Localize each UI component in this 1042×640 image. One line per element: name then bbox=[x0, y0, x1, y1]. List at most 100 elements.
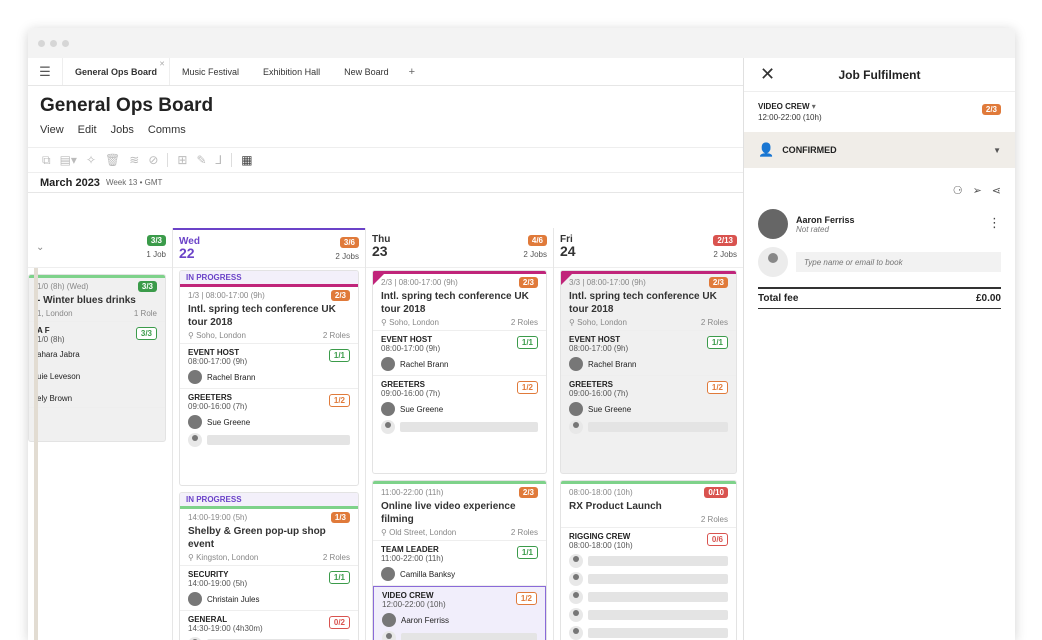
role-row-selected[interactable]: VIDEO CREW 12:00-22:00 (10h) 1/2 Aaron F… bbox=[373, 586, 546, 640]
empty-slot-bar[interactable] bbox=[588, 556, 728, 566]
share-icon[interactable]: ⋖ bbox=[991, 185, 1001, 197]
job-meta: 08:00-18:00 (10h) bbox=[569, 488, 633, 497]
book-person-input[interactable] bbox=[796, 252, 1001, 272]
window-dot[interactable] bbox=[50, 39, 57, 47]
role-row[interactable]: GREETERS 09:00-16:00 (7h) 1/2 Sue Greene bbox=[180, 389, 358, 451]
person-name[interactable]: Sue Greene bbox=[207, 417, 251, 427]
add-box-icon[interactable]: ⊞ bbox=[177, 153, 188, 167]
job-card[interactable]: 08:00-18:00 (10h) 0/10 RX Product Launch … bbox=[560, 480, 737, 640]
empty-slot-avatar[interactable] bbox=[569, 572, 583, 586]
caret-down-icon[interactable]: ▾ bbox=[811, 102, 816, 111]
empty-slot-bar[interactable] bbox=[588, 610, 728, 620]
job-card[interactable]: 11:00-22:00 (11h) 2/3 Online live video e… bbox=[372, 480, 547, 640]
job-card[interactable]: 2/3 | 08:00-17:00 (9h) 2/3 Intl. spring t… bbox=[372, 270, 547, 474]
tab-exhibition-hall[interactable]: Exhibition Hall bbox=[251, 58, 332, 85]
close-icon[interactable]: ✕ bbox=[159, 61, 166, 68]
role-row[interactable]: SECURITY 14:00-19:00 (5h) 1/1 Christain … bbox=[180, 566, 358, 611]
job-card[interactable]: 1/0 (8h) (Wed) 3/3 - Winter blues drinks … bbox=[28, 274, 166, 442]
menu-edit[interactable]: Edit bbox=[77, 124, 97, 136]
clear-icon[interactable]: ⊘ bbox=[148, 153, 159, 167]
add-tab-button[interactable]: + bbox=[408, 65, 416, 78]
empty-slot-avatar[interactable] bbox=[569, 590, 583, 604]
empty-slot-avatar[interactable] bbox=[188, 433, 202, 447]
role-fill-badge: 1/2 bbox=[515, 592, 537, 605]
empty-slot-bar[interactable] bbox=[400, 422, 538, 432]
avatar[interactable] bbox=[569, 402, 583, 416]
window-dot[interactable] bbox=[38, 39, 45, 47]
empty-slot-bar[interactable] bbox=[588, 574, 728, 584]
paste-icon[interactable]: ▤▾ bbox=[59, 153, 77, 167]
month-label[interactable]: March 2023 bbox=[40, 176, 100, 189]
role-row[interactable]: EVENT HOST 08:00-17:00 (9h) 1/1 Rachel B… bbox=[180, 344, 358, 389]
avatar[interactable] bbox=[758, 209, 788, 239]
tab-new-board[interactable]: New Board bbox=[332, 58, 401, 85]
role-row[interactable]: RIGGING CREW 08:00-18:00 (10h) 0/6 bbox=[561, 528, 736, 640]
role-row[interactable]: EVENT HOST 08:00-17:00 (9h) 1/1 Rachel B… bbox=[373, 331, 546, 376]
close-icon[interactable]: ✕ bbox=[760, 64, 776, 84]
person-name[interactable]: Aaron Ferriss bbox=[796, 214, 855, 225]
pencil-icon[interactable]: ✎ bbox=[196, 153, 207, 167]
menu-jobs[interactable]: Jobs bbox=[110, 124, 134, 136]
copy-icon[interactable]: ⧉ bbox=[42, 152, 51, 167]
role-row[interactable]: GREETERS 09:00-16:00 (7h) 1/2 Sue Greene bbox=[561, 376, 736, 438]
booked-person-row[interactable]: Aaron Ferriss Not rated ⋮ bbox=[744, 205, 1015, 243]
job-card[interactable]: 3/3 | 08:00-17:00 (9h) 2/3 Intl. spring t… bbox=[560, 270, 737, 474]
magic-icon[interactable]: ✧ bbox=[85, 153, 97, 167]
empty-slot-bar[interactable] bbox=[588, 422, 728, 432]
job-role-selector[interactable]: VIDEO CREW ▾ bbox=[758, 102, 1001, 111]
person-name[interactable]: Rachel Brann bbox=[588, 359, 637, 369]
calendar-icon[interactable]: ▦ bbox=[241, 153, 253, 167]
avatar[interactable] bbox=[381, 357, 395, 371]
role-row[interactable]: TEAM LEADER 11:00-22:00 (11h) 1/1 Camill… bbox=[373, 541, 546, 586]
person-name[interactable]: ahara Jabra bbox=[37, 350, 80, 359]
role-row[interactable]: GREETERS 09:00-16:00 (7h) 1/2 Sue Greene bbox=[373, 376, 546, 438]
avatar[interactable] bbox=[188, 415, 202, 429]
role-row[interactable]: EVENT HOST 08:00-17:00 (9h) 1/1 Rachel B… bbox=[561, 331, 736, 376]
empty-slot-avatar[interactable] bbox=[569, 554, 583, 568]
person-name[interactable]: Christain Jules bbox=[207, 594, 260, 604]
hamburger-menu-icon[interactable]: ☰ bbox=[39, 63, 51, 79]
job-card[interactable]: IN PROGRESS 1/3 | 08:00-17:00 (9h) 2/3 In… bbox=[179, 270, 359, 486]
avatar[interactable] bbox=[188, 370, 202, 384]
avatar[interactable] bbox=[188, 592, 202, 606]
person-name[interactable]: Aaron Ferriss bbox=[401, 615, 450, 625]
assign-icon[interactable]: ⅃ bbox=[215, 153, 223, 167]
menu-view[interactable]: View bbox=[40, 124, 64, 136]
job-card[interactable]: IN PROGRESS 14:00-19:00 (5h) 1/3 Shelby &… bbox=[179, 492, 359, 640]
person-name[interactable]: Camilla Banksy bbox=[400, 569, 456, 579]
person-name[interactable]: Sue Greene bbox=[588, 404, 632, 414]
tab-music-festival[interactable]: Music Festival bbox=[170, 58, 251, 85]
role-row[interactable]: A F 1/0 (8h) 3/3 ahara Jabra uie Leveson… bbox=[29, 322, 165, 408]
person-name[interactable]: Rachel Brann bbox=[207, 372, 256, 382]
stack-icon[interactable]: ≋ bbox=[129, 153, 140, 167]
chat-icon[interactable]: ⚆ bbox=[952, 185, 963, 197]
avatar[interactable] bbox=[381, 567, 395, 581]
empty-slot-avatar[interactable] bbox=[569, 420, 583, 434]
empty-slot-avatar[interactable] bbox=[569, 626, 583, 640]
avatar[interactable] bbox=[381, 402, 395, 416]
card-status-bar bbox=[373, 271, 546, 274]
delete-icon[interactable]: 🗑 bbox=[105, 153, 121, 167]
menu-comms[interactable]: Comms bbox=[147, 124, 186, 136]
caret-down-icon[interactable]: ▼ bbox=[993, 145, 1001, 155]
chevron-down-icon[interactable]: ⌄ bbox=[36, 242, 45, 253]
empty-slot-bar[interactable] bbox=[401, 633, 537, 640]
role-row[interactable]: GENERAL 14:30-19:00 (4h30m) 0/2 bbox=[180, 611, 358, 640]
empty-slot-bar[interactable] bbox=[588, 592, 728, 602]
avatar[interactable] bbox=[382, 613, 396, 627]
more-vertical-icon[interactable]: ⋮ bbox=[988, 215, 1001, 230]
empty-slot-avatar[interactable] bbox=[569, 608, 583, 622]
person-name[interactable]: ely Brown bbox=[37, 394, 73, 403]
person-name[interactable]: Rachel Brann bbox=[400, 359, 449, 369]
empty-slot-bar[interactable] bbox=[207, 435, 350, 445]
person-name[interactable]: uie Leveson bbox=[37, 372, 81, 381]
window-dot[interactable] bbox=[62, 39, 69, 47]
person-name[interactable]: Sue Greene bbox=[400, 404, 444, 414]
empty-slot-bar[interactable] bbox=[588, 628, 728, 638]
tab-general-ops-board[interactable]: General Ops Board ✕ bbox=[62, 58, 171, 85]
empty-slot-avatar[interactable] bbox=[381, 420, 395, 434]
empty-slot-avatar[interactable] bbox=[382, 631, 396, 640]
avatar[interactable] bbox=[569, 357, 583, 371]
send-icon[interactable]: ➢ bbox=[972, 185, 982, 197]
status-dropdown[interactable]: 👤 CONFIRMED ▼ bbox=[744, 132, 1015, 168]
